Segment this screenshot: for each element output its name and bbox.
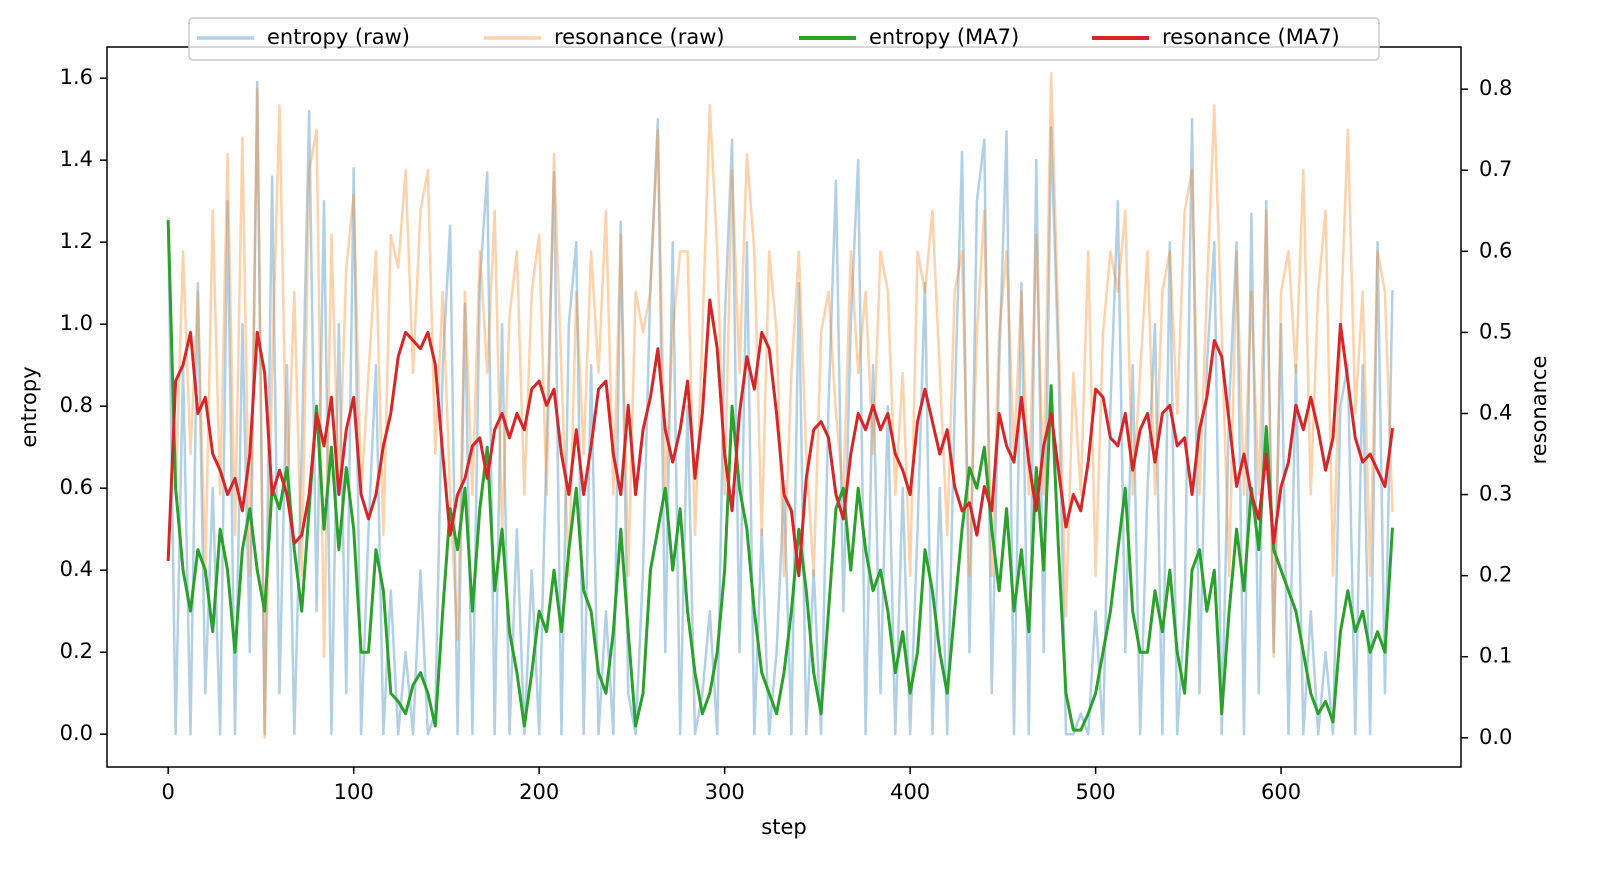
y2-tick-label: 0.3 — [1479, 482, 1512, 506]
legend-box — [188, 17, 1380, 61]
series-line — [166, 81, 1394, 736]
x-tick-label: 100 — [334, 780, 374, 804]
x-tick-label: 600 — [1261, 780, 1301, 804]
x-tick-label: 200 — [519, 780, 559, 804]
y-axis-label: entropy — [17, 366, 41, 447]
legend-label: resonance (raw) — [554, 25, 725, 49]
y2-tick-label: 0.6 — [1479, 238, 1512, 262]
y-tick-label: 0.2 — [60, 639, 93, 663]
y-tick-label: 1.0 — [60, 311, 93, 335]
x-tick-label: 300 — [705, 780, 745, 804]
x-tick-label: 400 — [890, 780, 930, 804]
y2-tick-label: 0.2 — [1479, 563, 1512, 587]
legend-label: resonance (MA7) — [1162, 25, 1340, 49]
x-axis-label: step — [761, 815, 806, 839]
y2-tick-label: 0.7 — [1479, 157, 1512, 181]
y2-tick-label: 0.1 — [1479, 644, 1512, 668]
y-tick-label: 0.0 — [60, 721, 93, 745]
y2-axis-label: resonance — [1527, 356, 1551, 465]
legend: entropy (raw) resonance (raw) entropy (MA7… — [188, 17, 1380, 61]
y-tick-label: 0.8 — [60, 393, 93, 417]
y2-tick-label: 0.5 — [1479, 319, 1512, 343]
x-tick-label: 0 — [162, 780, 175, 804]
y2-tick-label: 0.4 — [1479, 400, 1512, 424]
y-tick-label: 0.4 — [60, 557, 93, 581]
y-tick-label: 0.6 — [60, 475, 93, 499]
y2-tick-label: 0.0 — [1479, 725, 1512, 749]
x-tick-label: 500 — [1076, 780, 1116, 804]
y-tick-label: 1.4 — [60, 147, 93, 171]
plot-area — [166, 71, 1395, 740]
legend-label: entropy (MA7) — [869, 25, 1019, 49]
y-tick-label: 1.2 — [60, 229, 93, 253]
y2-tick-label: 0.8 — [1479, 76, 1512, 100]
y-tick-label: 1.6 — [60, 65, 93, 89]
series-line — [166, 220, 1394, 732]
legend-label: entropy (raw) — [267, 25, 410, 49]
series-line — [166, 298, 1395, 578]
